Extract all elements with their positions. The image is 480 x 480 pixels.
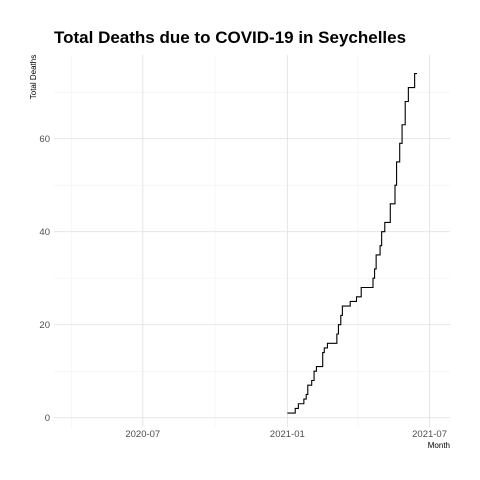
- y-axis-title: Total Deaths: [29, 55, 38, 99]
- x-axis-title: Month: [428, 441, 450, 450]
- y-tick-label: 0: [45, 413, 50, 424]
- grid: [54, 55, 450, 427]
- y-tick-label: 20: [39, 320, 50, 331]
- y-tick-label: 40: [39, 227, 50, 238]
- x-axis-ticks: 2020-07 2021-01 2021-07: [125, 429, 447, 440]
- series-layer: [287, 73, 417, 414]
- x-tick-label: 2021-07: [412, 429, 447, 440]
- x-tick-label: 2021-01: [270, 429, 305, 440]
- chart-title: Total Deaths due to COVID-19 in Seychell…: [54, 28, 406, 47]
- series-line-total-deaths: [287, 73, 417, 414]
- y-tick-label: 60: [39, 134, 50, 145]
- y-axis-ticks: 0 20 40 60: [39, 134, 50, 424]
- x-tick-label: 2020-07: [125, 429, 160, 440]
